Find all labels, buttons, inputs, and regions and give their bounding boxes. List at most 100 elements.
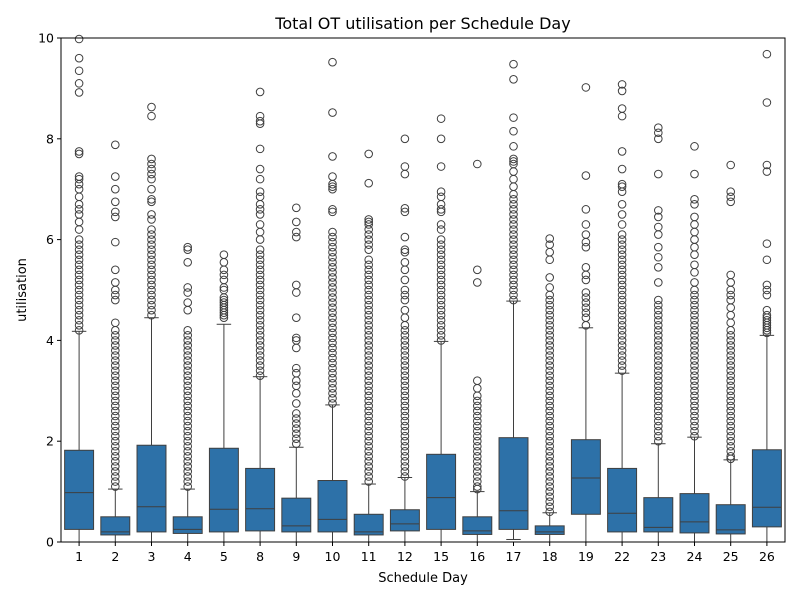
outlier-point xyxy=(364,386,374,396)
outlier-point xyxy=(328,257,337,267)
outlier-point xyxy=(111,381,120,391)
outlier-point xyxy=(545,396,555,406)
outlier-point xyxy=(111,371,120,380)
outlier-point xyxy=(255,371,265,380)
outlier-point xyxy=(473,411,482,421)
outlier-point xyxy=(74,172,84,181)
outlier-point xyxy=(74,240,84,249)
outlier-point xyxy=(183,411,192,421)
box-group-day-3 xyxy=(136,102,167,543)
outlier-point xyxy=(255,245,265,254)
outlier-point xyxy=(436,300,446,310)
outlier-point xyxy=(654,134,663,144)
outlier-point xyxy=(255,116,265,126)
outlier-point xyxy=(364,320,374,330)
outlier-point xyxy=(581,275,591,285)
outlier-point xyxy=(654,436,663,446)
outlier-point xyxy=(328,358,337,368)
outlier-point xyxy=(617,285,627,295)
outlier-point xyxy=(617,300,627,310)
outlier-point xyxy=(436,270,446,280)
outlier-point xyxy=(147,197,156,207)
x-tick-label-22: 22 xyxy=(614,549,630,564)
outlier-point xyxy=(111,391,120,401)
outlier-point xyxy=(581,293,591,302)
outlier-point xyxy=(690,356,699,365)
outlier-point xyxy=(726,346,736,355)
outlier-point xyxy=(328,303,337,312)
outlier-point xyxy=(581,288,591,297)
outlier-point xyxy=(690,290,699,300)
outlier-point xyxy=(654,206,663,215)
outlier-point xyxy=(364,436,374,446)
outlier-point xyxy=(111,212,120,222)
box-group-day-23 xyxy=(643,123,674,543)
outlier-point xyxy=(726,452,736,461)
box-group-day-10 xyxy=(317,57,348,543)
outlier-point xyxy=(400,467,410,476)
outlier-point xyxy=(690,391,699,401)
outlier-point xyxy=(545,351,555,360)
outlier-point xyxy=(364,305,374,315)
outlier-point xyxy=(219,250,229,260)
outlier-point xyxy=(654,356,663,365)
outlier-point xyxy=(74,245,84,254)
outlier-point xyxy=(545,431,555,441)
outlier-point xyxy=(183,346,192,355)
outlier-point xyxy=(400,457,410,466)
outlier-point xyxy=(545,457,555,466)
outlier-point xyxy=(147,250,156,260)
outlier-point xyxy=(74,315,84,325)
outlier-point xyxy=(762,239,772,248)
outlier-point xyxy=(111,331,120,340)
outlier-point xyxy=(436,260,446,270)
box-group-day-25 xyxy=(715,160,746,543)
y-tick-label-2: 2 xyxy=(46,434,54,449)
outlier-point xyxy=(400,295,410,305)
outlier-point xyxy=(183,396,192,406)
outlier-point xyxy=(690,421,699,431)
outlier-point xyxy=(654,212,663,222)
outlier-point xyxy=(726,197,736,207)
outlier-point xyxy=(147,184,156,194)
outlier-point xyxy=(545,411,555,421)
outlier-point xyxy=(726,436,736,446)
outlier-point xyxy=(400,162,410,171)
outlier-point xyxy=(328,152,337,161)
outlier-point xyxy=(328,338,337,348)
iqr-box xyxy=(136,444,167,533)
outlier-point xyxy=(545,356,555,365)
outlier-point xyxy=(111,436,120,446)
y-axis-label: utilisation xyxy=(15,258,30,322)
outlier-point xyxy=(545,416,555,426)
outlier-point xyxy=(364,472,374,481)
outlier-point xyxy=(292,368,301,378)
outlier-point xyxy=(400,441,410,451)
outlier-point xyxy=(545,507,555,517)
outlier-point xyxy=(726,187,736,197)
plot-area xyxy=(64,34,782,543)
outlier-point xyxy=(292,414,301,423)
outlier-point xyxy=(654,371,663,380)
outlier-point xyxy=(690,401,699,411)
outlier-point xyxy=(690,361,699,370)
outlier-point xyxy=(617,147,627,156)
outlier-point xyxy=(690,431,699,441)
outlier-point xyxy=(74,205,84,214)
outlier-point xyxy=(654,295,663,305)
outlier-point xyxy=(364,260,374,270)
outlier-point xyxy=(74,88,84,97)
x-tick-label-17: 17 xyxy=(506,549,522,564)
outlier-point xyxy=(726,441,736,451)
outlier-point xyxy=(690,341,699,350)
outlier-point xyxy=(436,240,446,249)
outlier-point xyxy=(74,210,84,219)
outlier-point xyxy=(147,300,156,310)
outlier-point xyxy=(364,416,374,426)
outlier-point xyxy=(328,368,337,378)
outlier-point xyxy=(183,401,192,411)
outlier-point xyxy=(400,416,410,426)
outlier-point xyxy=(436,205,446,214)
outlier-point xyxy=(690,381,699,391)
outlier-point xyxy=(74,34,84,44)
